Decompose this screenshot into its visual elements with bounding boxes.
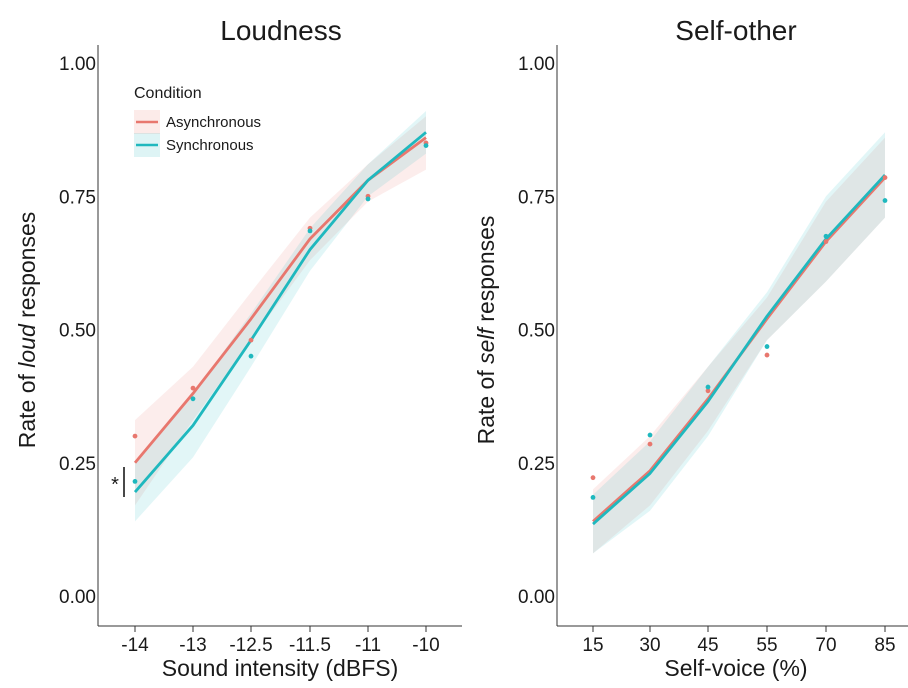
loudness-point-synchronous xyxy=(307,228,313,234)
self-other-fit-line-synchronous xyxy=(592,173,887,526)
loudness-ci-band-asynchronous xyxy=(135,116,426,506)
self-other-ylabel: Rate of self responses xyxy=(473,216,499,445)
self-other-x-tick-label: 85 xyxy=(874,635,895,656)
self-other-point-asynchronous xyxy=(647,441,653,447)
loudness-point-synchronous xyxy=(248,353,254,359)
self-other-point-synchronous xyxy=(647,432,653,438)
loudness-panel: Loudness Rate of loud responses Sound in… xyxy=(14,15,462,681)
loudness-point-asynchronous xyxy=(132,433,138,439)
self-other-point-synchronous xyxy=(823,233,829,239)
loudness-point-synchronous xyxy=(423,143,429,149)
significance-bracket: * xyxy=(111,467,125,497)
legend-label-asynchronous: Asynchronous xyxy=(166,114,261,131)
self-other-y-tick-label: 0.75 xyxy=(518,187,555,208)
loudness-fit-lines xyxy=(133,131,427,493)
self-other-point-synchronous xyxy=(705,384,711,390)
self-other-point-asynchronous xyxy=(882,175,888,180)
self-other-x-tick-label: 45 xyxy=(697,635,718,656)
loudness-x-tick-label: -11 xyxy=(355,635,381,656)
self-other-ci-bands xyxy=(593,132,885,554)
loudness-ci-band-synchronous xyxy=(135,110,426,522)
self-other-x-tick-label: 55 xyxy=(756,635,777,656)
self-other-y-tick-label: 0.00 xyxy=(518,587,555,608)
loudness-ci-bands xyxy=(135,110,426,522)
legend-item-synchronous: Synchronous xyxy=(134,133,254,157)
self-other-point-asynchronous xyxy=(764,352,770,358)
self-other-title: Self-other xyxy=(675,15,796,46)
self-other-point-synchronous xyxy=(764,344,770,349)
loudness-y-tick-label: 0.75 xyxy=(59,187,96,208)
loudness-point-asynchronous xyxy=(190,385,196,391)
self-other-point-asynchronous xyxy=(705,388,711,394)
loudness-point-asynchronous xyxy=(248,337,254,343)
self-other-xlabel: Self-voice (%) xyxy=(664,655,807,681)
self-other-panel: Self-other Rate of self responses Self-v… xyxy=(473,15,908,681)
loudness-point-synchronous xyxy=(132,479,138,484)
loudness-fit-line-synchronous xyxy=(133,131,427,493)
loudness-x-tick-label: -11.5 xyxy=(289,635,331,656)
loudness-x-tick-label: -14 xyxy=(121,635,149,656)
self-other-y-tick-labels: 0.00 0.25 0.50 0.75 1.00 xyxy=(518,54,555,608)
loudness-point-synchronous xyxy=(365,196,371,202)
loudness-x-tick-label: -10 xyxy=(412,635,439,656)
loudness-data-points xyxy=(132,140,429,484)
self-other-point-synchronous xyxy=(882,198,888,203)
loudness-point-synchronous xyxy=(190,396,196,402)
loudness-xlabel: Sound intensity (dBFS) xyxy=(162,655,399,681)
self-other-y-tick-label: 0.25 xyxy=(518,454,555,475)
self-other-x-tick-labels: 15 30 45 55 70 85 xyxy=(582,626,896,656)
self-other-fit-lines xyxy=(592,173,887,526)
loudness-x-tick-labels: -14 -13 -12.5 -11.5 -11 -10 xyxy=(121,626,440,656)
loudness-y-tick-labels: 0.00 0.25 0.50 0.75 1.00 xyxy=(59,54,96,608)
self-other-y-tick-label: 0.50 xyxy=(518,321,555,342)
loudness-y-tick-label: 0.50 xyxy=(59,321,96,342)
loudness-title: Loudness xyxy=(220,15,341,46)
self-other-ci-band-synchronous xyxy=(593,132,885,554)
loudness-ylabel: Rate of loud responses xyxy=(14,212,40,449)
loudness-x-tick-label: -13 xyxy=(179,635,206,656)
legend-title: Condition xyxy=(134,85,202,102)
self-other-point-asynchronous xyxy=(823,239,829,244)
self-other-x-tick-label: 30 xyxy=(639,635,660,656)
self-other-data-points xyxy=(590,175,888,500)
significance-star: * xyxy=(111,474,119,496)
legend-item-asynchronous: Asynchronous xyxy=(134,110,261,134)
loudness-y-tick-label: 1.00 xyxy=(59,54,96,75)
loudness-x-tick-label: -12.5 xyxy=(229,635,272,656)
legend-label-synchronous: Synchronous xyxy=(166,137,254,154)
loudness-y-tick-label: 0.00 xyxy=(59,587,96,608)
legend: Condition Asynchronous Synchronous xyxy=(134,85,261,157)
self-other-y-tick-label: 1.00 xyxy=(518,54,555,75)
loudness-y-tick-label: 0.25 xyxy=(59,454,96,475)
self-other-point-asynchronous xyxy=(590,475,596,481)
self-other-point-synchronous xyxy=(590,494,596,500)
self-other-x-tick-label: 15 xyxy=(582,635,603,656)
self-other-x-tick-label: 70 xyxy=(815,635,836,656)
